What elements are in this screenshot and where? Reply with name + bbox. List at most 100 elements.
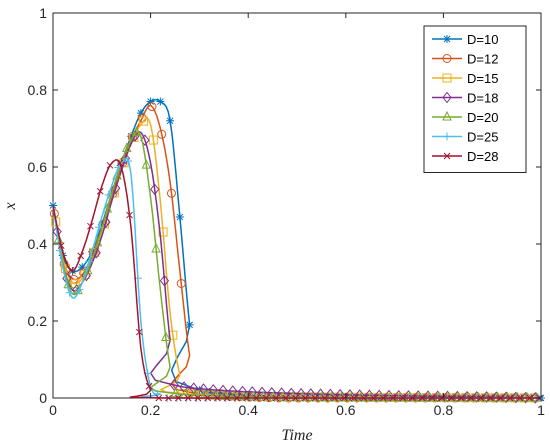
data-point bbox=[335, 388, 345, 401]
data-point bbox=[85, 257, 94, 266]
data-point bbox=[224, 390, 233, 399]
data-point bbox=[350, 394, 358, 402]
data-point bbox=[239, 390, 249, 401]
data-point bbox=[124, 156, 133, 165]
x-tick-label: 0.8 bbox=[434, 402, 454, 418]
y-tick-label: 0 bbox=[39, 390, 47, 406]
data-point bbox=[282, 394, 290, 402]
data-point bbox=[97, 220, 106, 229]
data-point bbox=[155, 394, 163, 402]
data-point bbox=[467, 394, 475, 402]
legend-item: D=18 bbox=[432, 91, 498, 106]
data-point bbox=[174, 394, 182, 402]
data-point bbox=[77, 252, 85, 260]
data-point bbox=[458, 394, 465, 402]
data-point bbox=[78, 263, 87, 272]
data-point bbox=[159, 274, 170, 287]
data-point bbox=[214, 394, 221, 402]
legend-item: D=20 bbox=[432, 110, 498, 125]
data-point bbox=[120, 152, 131, 165]
data-point bbox=[418, 394, 426, 402]
data-point bbox=[145, 382, 153, 390]
data-point bbox=[389, 394, 397, 402]
data-point bbox=[219, 390, 230, 400]
data-point bbox=[91, 247, 101, 259]
data-point bbox=[104, 190, 113, 199]
data-point bbox=[109, 188, 119, 198]
data-point bbox=[94, 223, 103, 232]
data-point bbox=[165, 394, 172, 402]
data-point bbox=[131, 126, 142, 136]
data-point bbox=[96, 187, 104, 195]
data-point bbox=[205, 387, 214, 396]
data-point bbox=[58, 251, 67, 260]
data-point bbox=[223, 394, 231, 402]
data-point bbox=[204, 394, 211, 402]
data-point bbox=[526, 394, 534, 402]
data-point bbox=[135, 328, 143, 336]
legend-marker bbox=[442, 73, 452, 83]
legend-marker bbox=[442, 110, 452, 121]
data-point bbox=[360, 394, 368, 402]
data-point bbox=[147, 102, 157, 112]
data-point bbox=[370, 394, 377, 402]
data-point bbox=[75, 285, 84, 294]
data-point bbox=[130, 130, 140, 142]
data-point bbox=[65, 288, 74, 297]
y-tick-label: 0.6 bbox=[28, 159, 48, 175]
data-point bbox=[67, 266, 75, 274]
data-point bbox=[448, 394, 455, 402]
x-axis-title: Time bbox=[281, 427, 312, 444]
data-point bbox=[516, 394, 524, 402]
data-point bbox=[136, 109, 145, 118]
data-point bbox=[175, 213, 184, 222]
data-point bbox=[82, 264, 93, 275]
legend-marker bbox=[443, 132, 451, 141]
data-point bbox=[185, 320, 194, 329]
data-point bbox=[166, 116, 175, 125]
data-point bbox=[477, 394, 485, 402]
data-point bbox=[331, 394, 338, 402]
data-point bbox=[233, 394, 241, 402]
data-point bbox=[497, 394, 504, 402]
data-point bbox=[57, 242, 65, 249]
data-point bbox=[301, 394, 309, 402]
data-point bbox=[311, 394, 319, 402]
y-tick-label: 1 bbox=[39, 5, 47, 21]
data-point bbox=[248, 390, 259, 401]
legend: D=10 D=12 D=15 D=18 D=20 D=25 D=28 bbox=[423, 25, 527, 173]
data-point bbox=[253, 394, 260, 402]
data-point bbox=[214, 389, 223, 398]
data-point bbox=[399, 394, 407, 402]
data-point bbox=[146, 97, 155, 106]
data-point bbox=[234, 390, 243, 399]
data-point bbox=[166, 188, 176, 198]
data-point bbox=[121, 142, 132, 153]
legend-label: D=10 bbox=[467, 32, 498, 47]
data-point bbox=[325, 388, 336, 401]
legend-item: D=12 bbox=[432, 52, 498, 67]
y-tick-label: 0.2 bbox=[28, 313, 48, 329]
data-point bbox=[315, 388, 326, 401]
data-point bbox=[506, 394, 514, 402]
legend-item: D=10 bbox=[432, 32, 498, 47]
data-point bbox=[306, 388, 316, 400]
data-point bbox=[140, 134, 150, 147]
data-point bbox=[194, 394, 202, 402]
data-point bbox=[139, 116, 149, 126]
data-point bbox=[170, 387, 181, 398]
x-tick-label: 1 bbox=[537, 402, 545, 418]
data-point bbox=[321, 394, 329, 402]
y-tick-label: 0.4 bbox=[28, 236, 48, 252]
legend-marker bbox=[443, 152, 451, 160]
legend-marker bbox=[442, 54, 452, 63]
legend-box bbox=[423, 25, 527, 173]
axes-layer: 0 0.2 0.4 0.6 0.8 1 0 0.2 0.4 0.6 0.8 1 bbox=[28, 5, 546, 418]
legend-item: D=15 bbox=[432, 71, 498, 86]
data-point bbox=[184, 394, 192, 402]
legend-item: D=25 bbox=[432, 130, 498, 145]
data-point bbox=[151, 242, 161, 253]
legend-item: D=28 bbox=[432, 149, 498, 164]
